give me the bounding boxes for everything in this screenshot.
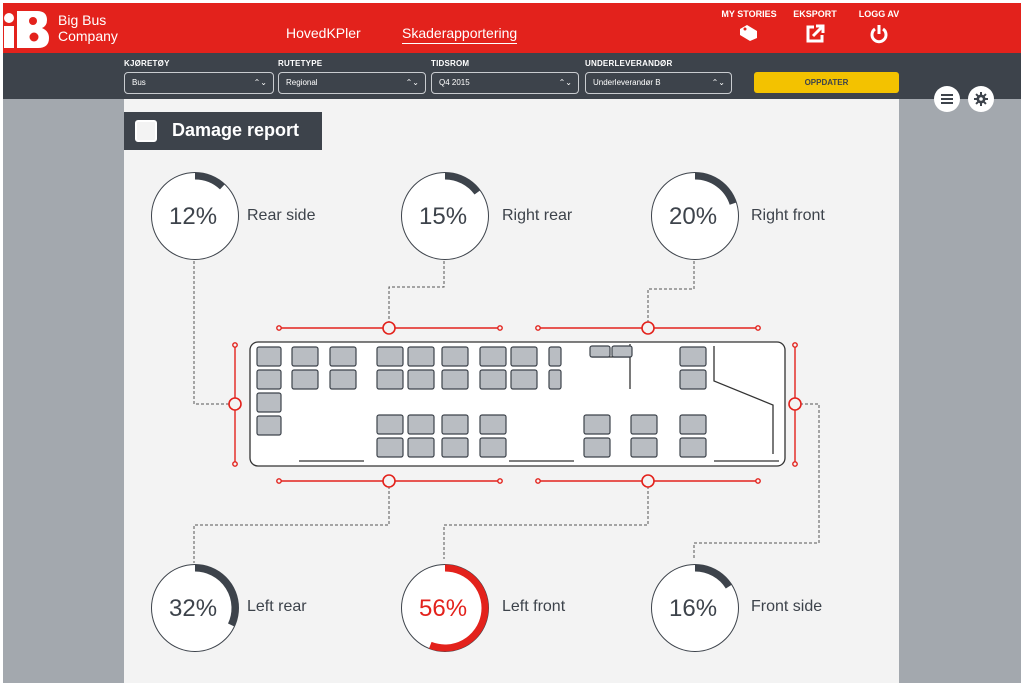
tidsrom-select-value: Q4 2015 bbox=[439, 78, 470, 87]
report-title: Damage report bbox=[172, 120, 300, 140]
gauge-left-front bbox=[401, 564, 489, 652]
filter-tidsrom-label: TIDSROM bbox=[431, 59, 470, 68]
stat-left-rear-value: 32% bbox=[169, 595, 218, 622]
select-chevron-icon: ⌃⌄ bbox=[558, 78, 572, 87]
select-chevron-icon: ⌃⌄ bbox=[711, 78, 725, 87]
filter-bar: KJØRETØY Bus ⌃⌄ RUTETYPE Regional ⌃⌄ TID… bbox=[3, 53, 1021, 99]
gauge-right-front bbox=[651, 172, 739, 260]
filter-kjoretoy: KJØRETØY Bus ⌃⌄ bbox=[124, 59, 274, 94]
tidsrom-select[interactable]: Q4 2015 ⌃⌄ bbox=[431, 72, 579, 94]
gear-icon bbox=[974, 92, 988, 106]
menu-icon bbox=[941, 94, 953, 104]
filter-kjoretoy-label: KJØRETØY bbox=[124, 59, 170, 68]
menu-button[interactable] bbox=[934, 86, 960, 112]
filter-rutetype-label: RUTETYPE bbox=[278, 59, 323, 68]
settings-button[interactable] bbox=[968, 86, 994, 112]
bus-damage-diagram bbox=[193, 261, 820, 563]
select-chevron-icon: ⌃⌄ bbox=[405, 78, 419, 87]
stat-left-front-value: 56% bbox=[419, 595, 468, 622]
brand-line-1: Big Bus bbox=[58, 12, 107, 28]
stat-rear-side-value: 12% bbox=[169, 203, 218, 230]
rutetype-select[interactable]: Regional ⌃⌄ bbox=[278, 72, 426, 94]
stat-rear-side-label: Rear side bbox=[247, 207, 316, 224]
rutetype-select-value: Regional bbox=[286, 78, 318, 87]
stat-right-front-label: Right front bbox=[751, 207, 825, 224]
gauge-front-side bbox=[651, 564, 739, 652]
tab-skaderapportering[interactable]: Skaderapportering bbox=[402, 25, 518, 44]
brand-name: Big Bus Company bbox=[58, 12, 118, 44]
bus-company-logo-icon[interactable] bbox=[3, 9, 51, 49]
brand-line-2: Company bbox=[58, 28, 118, 44]
underleverandor-select[interactable]: Underleverandør B ⌃⌄ bbox=[585, 72, 732, 94]
tag-icon bbox=[740, 25, 757, 41]
eksport-label: EKSPORT bbox=[793, 9, 837, 19]
gauge-left-rear bbox=[151, 564, 239, 652]
my-stories-label: MY STORIES bbox=[721, 9, 777, 19]
tab-hovedkpler[interactable]: HovedKPler bbox=[286, 25, 361, 41]
filter-rutetype: RUTETYPE Regional ⌃⌄ bbox=[278, 59, 426, 94]
stat-front-side-value: 16% bbox=[669, 595, 718, 622]
stat-left-front-label: Left front bbox=[502, 598, 566, 615]
filter-underleverandor: UNDERLEVERANDØR Underleverandør B ⌃⌄ bbox=[585, 59, 732, 94]
stat-front-side-label: Front side bbox=[751, 598, 823, 615]
logg-av-button[interactable]: LOGG AV bbox=[844, 9, 914, 44]
oppdater-button[interactable]: OPPDATER bbox=[754, 72, 899, 93]
top-bar: Big Bus Company HovedKPler Skaderapporte… bbox=[3, 3, 1021, 53]
report-header: Damage report bbox=[124, 112, 322, 150]
export-icon bbox=[806, 24, 825, 43]
select-chevron-icon: ⌃⌄ bbox=[253, 78, 267, 87]
eksport-button[interactable]: EKSPORT bbox=[780, 9, 850, 44]
gauge-right-rear bbox=[401, 172, 489, 260]
kjoretoy-select-value: Bus bbox=[132, 78, 146, 87]
right-side-panel bbox=[899, 99, 1021, 683]
filter-tidsrom: TIDSROM Q4 2015 ⌃⌄ bbox=[431, 59, 579, 94]
stat-right-front-value: 20% bbox=[669, 203, 718, 230]
my-stories-button[interactable]: MY STORIES bbox=[714, 9, 784, 42]
logg-av-label: LOGG AV bbox=[858, 9, 900, 19]
gauge-rear-side bbox=[151, 172, 239, 260]
kjoretoy-select[interactable]: Bus ⌃⌄ bbox=[124, 72, 274, 94]
stat-right-rear-value: 15% bbox=[419, 203, 468, 230]
filter-underleverandor-label: UNDERLEVERANDØR bbox=[585, 59, 673, 68]
main-content: Damage report bbox=[124, 99, 899, 683]
underleverandor-select-value: Underleverandør B bbox=[593, 78, 661, 87]
report-icon bbox=[135, 120, 157, 142]
power-icon bbox=[870, 25, 888, 44]
stat-left-rear-label: Left rear bbox=[247, 598, 307, 615]
stat-right-rear-label: Right rear bbox=[502, 207, 573, 224]
left-side-panel bbox=[3, 99, 124, 683]
